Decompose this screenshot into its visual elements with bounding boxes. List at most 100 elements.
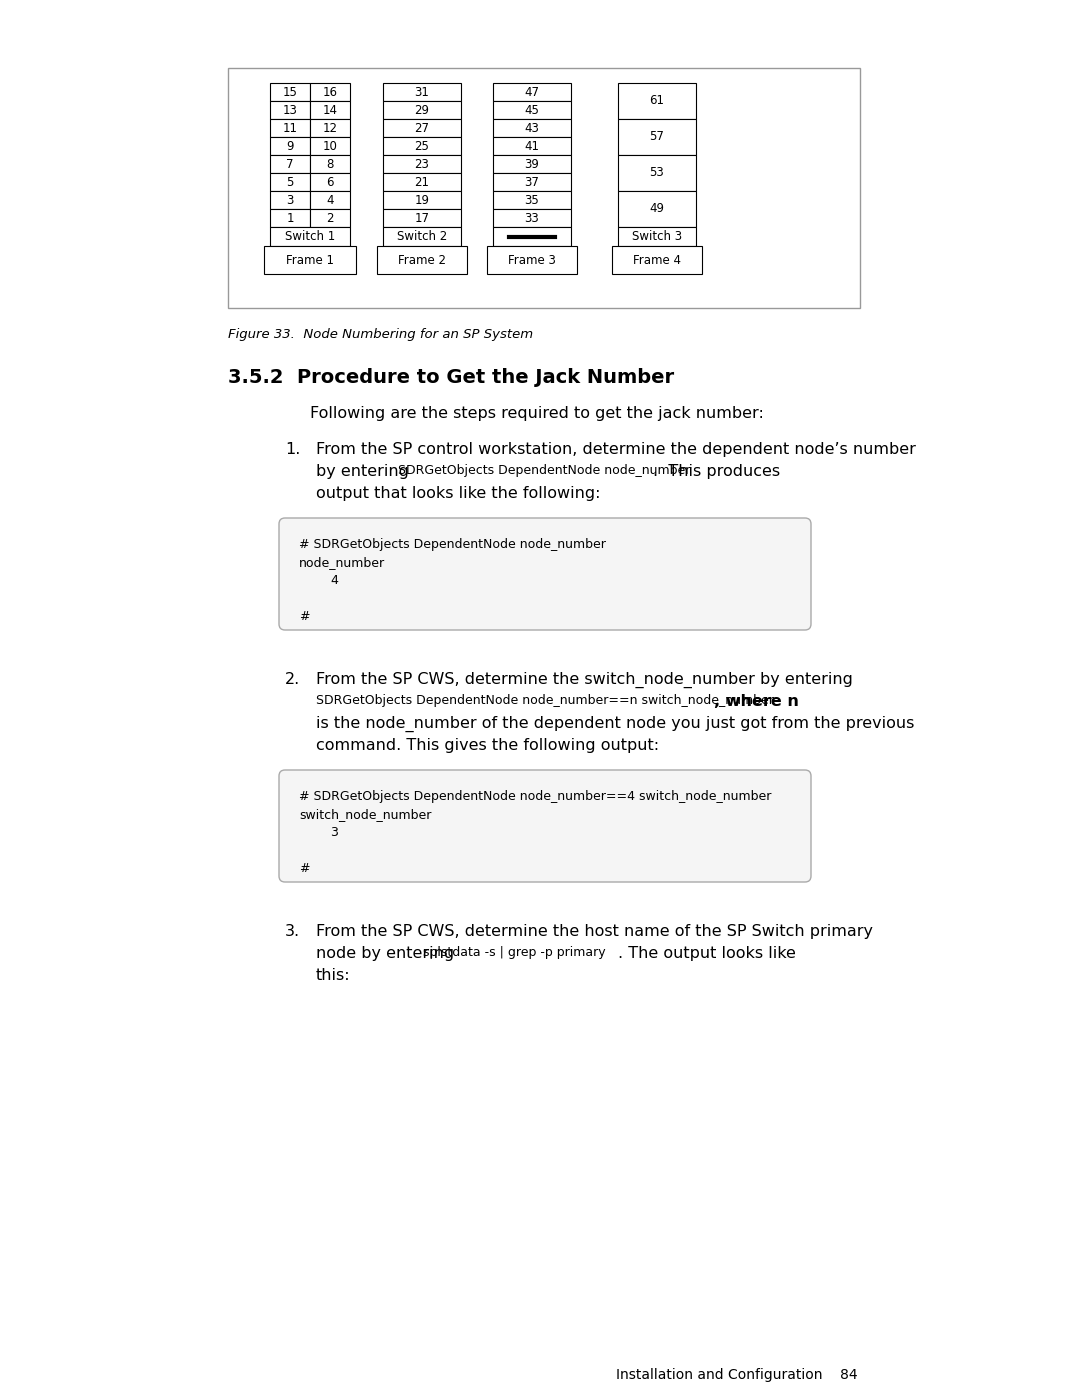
Text: Figure 33.  Node Numbering for an SP System: Figure 33. Node Numbering for an SP Syst…	[228, 328, 534, 341]
Text: , where n: , where n	[714, 694, 799, 710]
Text: 43: 43	[525, 122, 539, 134]
Bar	[492, 155, 571, 173]
Bar	[383, 119, 461, 137]
Bar	[492, 82, 571, 101]
Text: 15: 15	[283, 85, 297, 99]
Bar	[383, 101, 461, 119]
Bar	[270, 173, 310, 191]
Bar	[270, 82, 310, 101]
Text: 35: 35	[525, 194, 539, 207]
Bar	[492, 119, 571, 137]
Text: node by entering: node by entering	[316, 946, 459, 961]
Bar	[383, 137, 461, 155]
Bar	[492, 191, 571, 210]
Text: Switch 2: Switch 2	[396, 231, 447, 243]
Text: 2.: 2.	[285, 672, 300, 687]
Text: output that looks like the following:: output that looks like the following:	[316, 486, 600, 502]
Bar	[310, 210, 350, 226]
Text: 10: 10	[323, 140, 337, 152]
Text: 2: 2	[326, 211, 334, 225]
Text: 23: 23	[415, 158, 430, 170]
Text: Following are the steps required to get the jack number:: Following are the steps required to get …	[310, 407, 764, 420]
Text: Frame 3: Frame 3	[508, 253, 556, 267]
Bar	[310, 173, 350, 191]
Bar	[310, 119, 350, 137]
Text: 4: 4	[299, 574, 339, 587]
Text: 12: 12	[323, 122, 337, 134]
Bar	[310, 155, 350, 173]
Bar	[228, 68, 860, 307]
Text: 25: 25	[415, 140, 430, 152]
Text: 16: 16	[323, 85, 337, 99]
Text: 13: 13	[283, 103, 297, 116]
Bar	[270, 191, 310, 210]
Text: 7: 7	[286, 158, 294, 170]
Text: 37: 37	[525, 176, 539, 189]
Bar	[612, 246, 702, 274]
Bar	[492, 226, 571, 246]
Bar	[270, 226, 350, 246]
Bar	[310, 101, 350, 119]
Text: Frame 2: Frame 2	[399, 253, 446, 267]
Text: 21: 21	[415, 176, 430, 189]
Text: 19: 19	[415, 194, 430, 207]
FancyBboxPatch shape	[279, 518, 811, 630]
Bar	[310, 82, 350, 101]
Bar	[492, 101, 571, 119]
Text: From the SP CWS, determine the host name of the SP Switch primary: From the SP CWS, determine the host name…	[316, 923, 873, 939]
Text: #: #	[299, 862, 310, 875]
Text: node_number: node_number	[299, 556, 386, 569]
Text: .  This produces: . This produces	[653, 464, 780, 479]
Bar	[270, 119, 310, 137]
Bar	[270, 210, 310, 226]
Text: From the SP CWS, determine the switch_node_number by entering: From the SP CWS, determine the switch_no…	[316, 672, 853, 689]
Bar	[487, 246, 577, 274]
Text: 17: 17	[415, 211, 430, 225]
Text: Installation and Configuration    84: Installation and Configuration 84	[617, 1368, 858, 1382]
Bar	[383, 226, 461, 246]
Text: splstdata -s | grep -p primary: splstdata -s | grep -p primary	[423, 946, 606, 958]
Bar	[270, 155, 310, 173]
Text: Switch 3: Switch 3	[632, 231, 683, 243]
Bar	[492, 210, 571, 226]
Text: 5: 5	[286, 176, 294, 189]
Bar	[618, 119, 696, 155]
Bar	[383, 173, 461, 191]
Text: 39: 39	[525, 158, 539, 170]
Bar	[618, 226, 696, 246]
Text: 9: 9	[286, 140, 294, 152]
Bar	[618, 191, 696, 226]
Text: # SDRGetObjects DependentNode node_number: # SDRGetObjects DependentNode node_numbe…	[299, 538, 606, 550]
Bar	[383, 210, 461, 226]
Text: 41: 41	[525, 140, 540, 152]
Text: this:: this:	[316, 968, 351, 983]
Text: 3.: 3.	[285, 923, 300, 939]
Text: . The output looks like: . The output looks like	[618, 946, 796, 961]
Bar	[618, 82, 696, 119]
Text: 6: 6	[326, 176, 334, 189]
Text: # SDRGetObjects DependentNode node_number==4 switch_node_number: # SDRGetObjects DependentNode node_numbe…	[299, 789, 771, 803]
Text: 31: 31	[415, 85, 430, 99]
Text: SDRGetObjects DependentNode node_number: SDRGetObjects DependentNode node_number	[399, 464, 690, 476]
Text: 3: 3	[286, 194, 294, 207]
Bar	[270, 101, 310, 119]
Text: is the node_number of the dependent node you just got from the previous: is the node_number of the dependent node…	[316, 717, 915, 732]
Bar	[377, 246, 467, 274]
Bar	[383, 155, 461, 173]
Text: 45: 45	[525, 103, 539, 116]
Text: switch_node_number: switch_node_number	[299, 807, 431, 821]
Bar	[383, 82, 461, 101]
Text: 14: 14	[323, 103, 337, 116]
Text: 1: 1	[286, 211, 294, 225]
Bar	[270, 137, 310, 155]
Text: From the SP control workstation, determine the dependent node’s number: From the SP control workstation, determi…	[316, 441, 916, 457]
Bar	[492, 173, 571, 191]
Text: by entering: by entering	[316, 464, 414, 479]
Text: Switch 1: Switch 1	[285, 231, 335, 243]
Bar	[264, 246, 356, 274]
Text: 8: 8	[326, 158, 334, 170]
Text: 11: 11	[283, 122, 297, 134]
Text: 57: 57	[649, 130, 664, 144]
Bar	[492, 137, 571, 155]
Bar	[310, 191, 350, 210]
